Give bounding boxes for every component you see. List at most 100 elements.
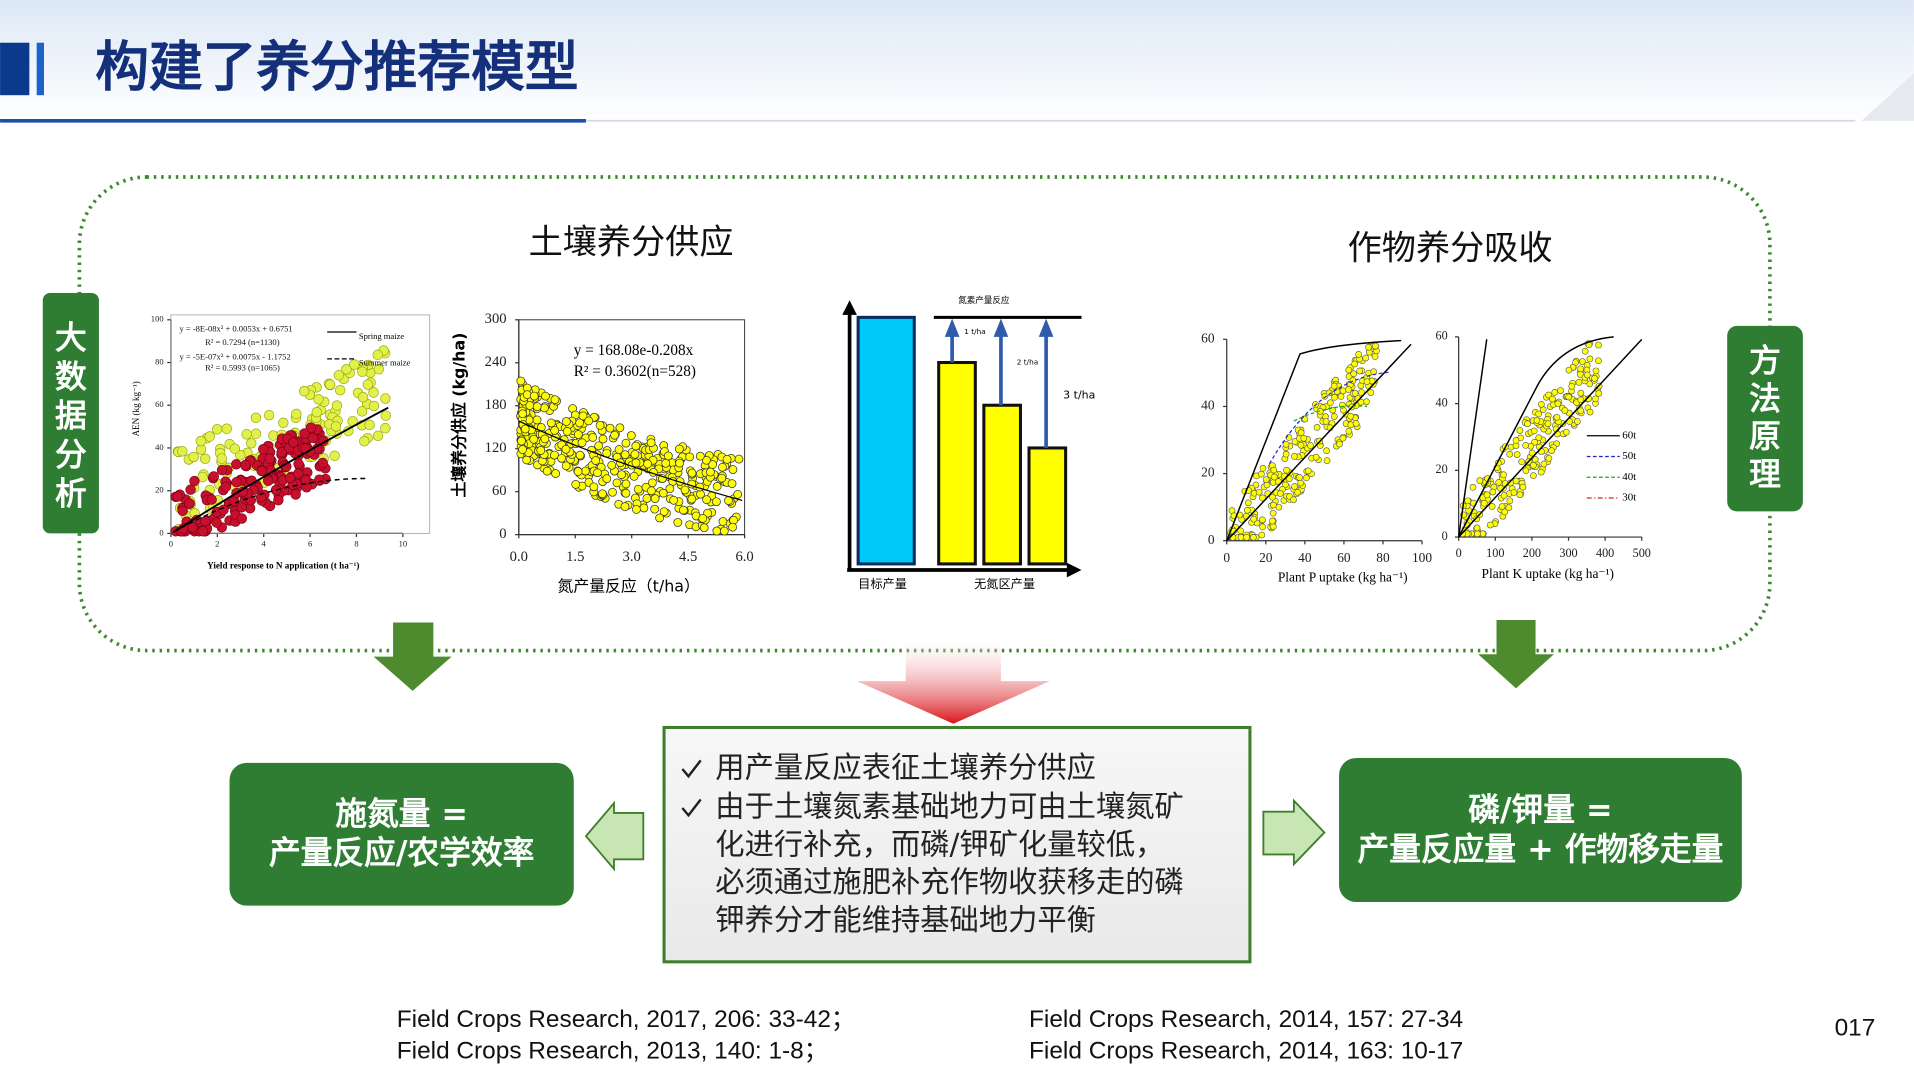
scatter-dot bbox=[1276, 490, 1284, 497]
scatter-dot bbox=[659, 507, 669, 517]
bullet-text: 必须通过施肥补充作物收获移走的磷 bbox=[715, 865, 1183, 899]
x-tick-label: 8 bbox=[354, 538, 358, 548]
y-tick-label: 240 bbox=[485, 354, 507, 370]
scatter-dot bbox=[1500, 471, 1507, 479]
scatter-dot bbox=[1350, 370, 1358, 378]
scatter-dot bbox=[1325, 389, 1333, 397]
formula-box bbox=[229, 762, 574, 906]
scatter-dot bbox=[195, 435, 207, 447]
scatter-dot bbox=[216, 453, 227, 464]
scatter-dot bbox=[177, 505, 188, 517]
scatter-dot bbox=[1592, 395, 1599, 403]
scatter-dot bbox=[177, 446, 188, 457]
scatter-dot bbox=[663, 451, 673, 461]
y-tick-label: 60 bbox=[1201, 330, 1215, 345]
reference: Field Crops Research, 2014, 157: 27-34 bbox=[1029, 1006, 1463, 1033]
page-title: 构建了养分推荐模型 bbox=[95, 35, 578, 98]
x-tick-label: 80 bbox=[1376, 550, 1390, 565]
scatter-dot bbox=[1237, 527, 1244, 535]
scatter-dot bbox=[1336, 440, 1343, 448]
scatter-dot bbox=[1326, 399, 1334, 407]
trend-line bbox=[518, 420, 743, 502]
trend-line bbox=[173, 477, 367, 533]
scatter-dot bbox=[1282, 450, 1290, 458]
scatter-dot bbox=[1290, 496, 1297, 504]
scatter-dot bbox=[687, 468, 697, 478]
scatter-dot bbox=[364, 419, 375, 431]
scatter-dot bbox=[578, 411, 588, 421]
scatter-dot bbox=[317, 457, 328, 469]
envelope bbox=[1226, 339, 1402, 541]
scatter-dot bbox=[620, 450, 630, 460]
scatter-dot bbox=[240, 459, 251, 471]
scatter-dot bbox=[679, 505, 688, 515]
scatter-dot bbox=[307, 432, 319, 444]
scatter-dot bbox=[702, 495, 711, 505]
scatter-dot bbox=[356, 406, 368, 417]
x-tick-label: 40 bbox=[1298, 550, 1312, 565]
scatter-dot bbox=[550, 426, 560, 435]
category-label: 无氮区产量 bbox=[974, 576, 1035, 591]
scatter-dot bbox=[727, 479, 737, 489]
equation: R² = 0.5993 (n=1065) bbox=[205, 363, 280, 373]
scatter-dot bbox=[1365, 343, 1372, 351]
reference: Field Crops Research, 2014, 163: 10-17 bbox=[1029, 1038, 1463, 1065]
scatter-dot bbox=[1259, 494, 1266, 502]
scatter-dot bbox=[333, 370, 345, 381]
side-label: 大数据分析 bbox=[55, 320, 87, 512]
scatter-dot bbox=[550, 450, 559, 460]
scatter-dot bbox=[1282, 440, 1290, 448]
scatter-dot bbox=[206, 494, 217, 505]
scatter-dot bbox=[621, 438, 631, 448]
scatter-dot bbox=[597, 489, 607, 499]
scatter-dot bbox=[1269, 509, 1277, 517]
scatter-dot bbox=[633, 484, 643, 494]
scatter-dot bbox=[256, 465, 267, 477]
axis-label: Plant P uptake (kg ha⁻¹) bbox=[1278, 570, 1408, 585]
scatter-dot bbox=[1258, 531, 1266, 539]
scatter-dot bbox=[631, 441, 641, 451]
scatter-dot bbox=[1513, 451, 1521, 458]
header-block bbox=[0, 42, 30, 96]
side-label-char: 法 bbox=[1749, 381, 1781, 417]
scatter-dot bbox=[1565, 393, 1573, 401]
scatter-dot bbox=[712, 482, 722, 491]
curve bbox=[1268, 371, 1390, 465]
equation: y = 168.08e-0.208x bbox=[574, 342, 694, 359]
scatter-dot bbox=[655, 513, 664, 523]
scatter-dot bbox=[1533, 417, 1541, 424]
y-tick-label: 0 bbox=[1442, 529, 1448, 543]
scatter-dot bbox=[1269, 493, 1276, 501]
scatter-dot bbox=[581, 466, 590, 476]
scatter-dot bbox=[357, 366, 368, 377]
scatter-dot bbox=[1290, 453, 1298, 460]
scatter-dot bbox=[1530, 427, 1538, 435]
scatter-dot bbox=[1586, 408, 1594, 416]
scatter-dot bbox=[172, 491, 183, 502]
scatter-dot bbox=[1595, 357, 1602, 365]
scatter-dot bbox=[221, 423, 232, 434]
scatter-dot bbox=[264, 453, 275, 464]
scatter-dot bbox=[204, 431, 215, 442]
scatter-dot bbox=[541, 391, 550, 401]
formula-text: 施氮量 = bbox=[335, 796, 468, 832]
scatter-dot bbox=[1356, 367, 1364, 375]
y-tick-label: 40 bbox=[1201, 398, 1215, 413]
scatter-dot bbox=[540, 434, 550, 444]
figure-title: 氮素产量反应 bbox=[958, 294, 1010, 306]
scatter-dot bbox=[540, 403, 549, 413]
category-label: 目标产量 bbox=[858, 577, 907, 591]
scatter-dot bbox=[1294, 488, 1301, 496]
scatter-dot bbox=[329, 450, 340, 461]
scatter-dot bbox=[650, 494, 660, 504]
scatter-dot bbox=[1372, 342, 1379, 350]
scatter-dot bbox=[359, 436, 370, 447]
scatter-dot bbox=[1537, 401, 1545, 408]
side-label-char: 大 bbox=[55, 320, 87, 356]
scatter-dot bbox=[1522, 467, 1530, 475]
scatter-dot bbox=[291, 408, 302, 420]
y-tick-label: 0 bbox=[1208, 532, 1215, 547]
scatter-dot bbox=[311, 407, 322, 418]
scatter-dot bbox=[324, 379, 336, 390]
